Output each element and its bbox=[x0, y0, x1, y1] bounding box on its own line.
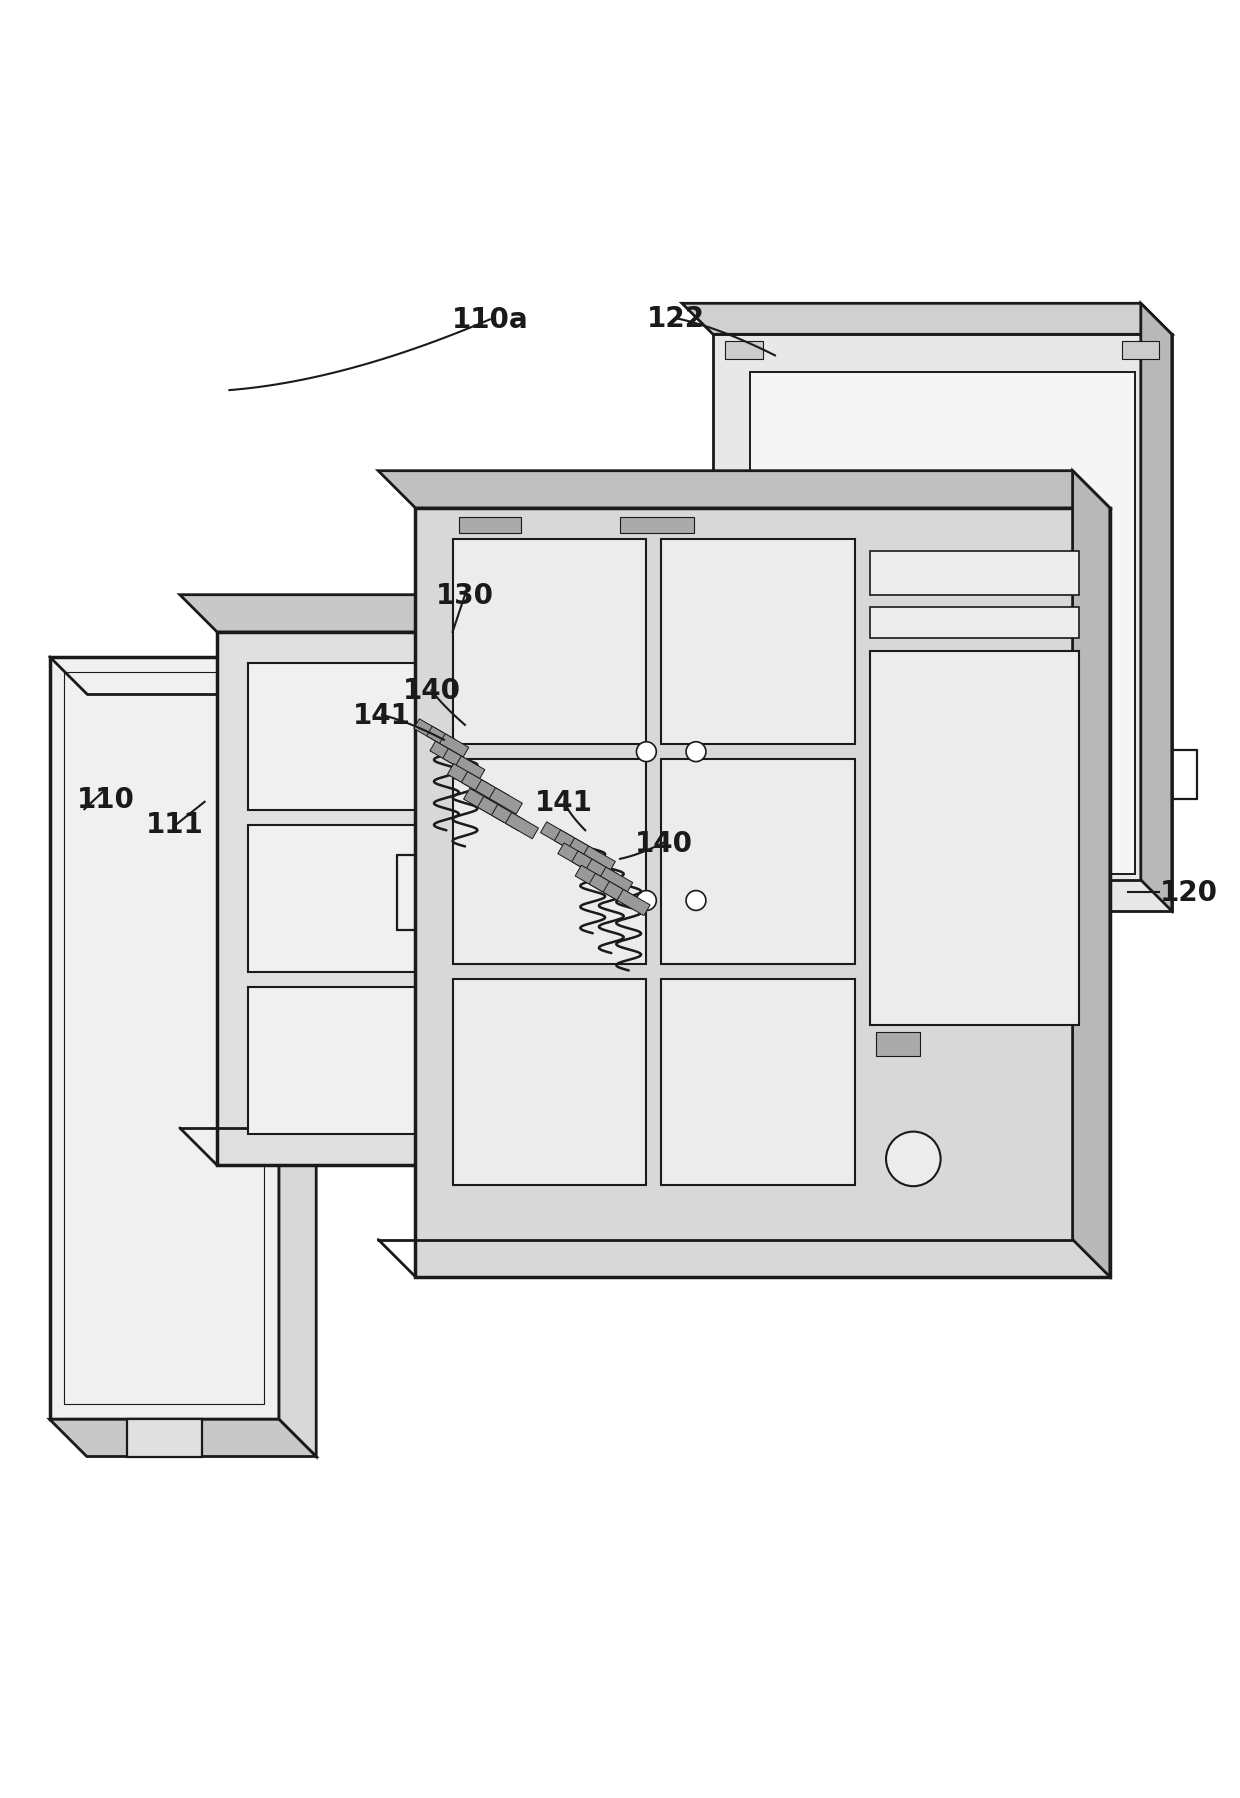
Polygon shape bbox=[661, 761, 856, 966]
Polygon shape bbox=[448, 764, 481, 791]
Polygon shape bbox=[725, 342, 763, 360]
Polygon shape bbox=[461, 771, 495, 798]
Polygon shape bbox=[459, 518, 521, 534]
Polygon shape bbox=[877, 1032, 920, 1057]
Polygon shape bbox=[870, 552, 1079, 595]
Text: 111: 111 bbox=[146, 811, 205, 838]
Polygon shape bbox=[1122, 342, 1159, 360]
Circle shape bbox=[636, 892, 656, 912]
Polygon shape bbox=[464, 789, 496, 814]
Polygon shape bbox=[713, 334, 1172, 912]
Polygon shape bbox=[460, 987, 657, 1135]
Polygon shape bbox=[453, 539, 646, 744]
Polygon shape bbox=[414, 719, 443, 743]
Polygon shape bbox=[661, 539, 856, 744]
Polygon shape bbox=[439, 734, 469, 757]
Polygon shape bbox=[443, 750, 472, 773]
Text: 141: 141 bbox=[536, 788, 593, 816]
Polygon shape bbox=[870, 651, 1079, 1027]
Polygon shape bbox=[618, 890, 650, 917]
Polygon shape bbox=[415, 509, 1110, 1277]
Polygon shape bbox=[50, 658, 279, 1419]
Polygon shape bbox=[477, 797, 511, 823]
Text: 122: 122 bbox=[647, 306, 704, 333]
Polygon shape bbox=[583, 847, 615, 872]
Text: 140: 140 bbox=[635, 829, 692, 858]
Polygon shape bbox=[600, 868, 632, 894]
Polygon shape bbox=[378, 471, 1110, 509]
Polygon shape bbox=[1073, 471, 1110, 1277]
Circle shape bbox=[686, 892, 706, 912]
Polygon shape bbox=[589, 874, 622, 901]
Polygon shape bbox=[475, 780, 508, 807]
Circle shape bbox=[686, 743, 706, 762]
Polygon shape bbox=[506, 813, 538, 840]
Polygon shape bbox=[620, 518, 694, 534]
Text: 141: 141 bbox=[353, 701, 410, 730]
Polygon shape bbox=[651, 595, 688, 1165]
Polygon shape bbox=[575, 867, 609, 892]
Polygon shape bbox=[455, 757, 485, 780]
Circle shape bbox=[636, 743, 656, 762]
Polygon shape bbox=[180, 595, 688, 633]
Text: 130: 130 bbox=[436, 581, 494, 610]
Polygon shape bbox=[568, 838, 601, 865]
Polygon shape bbox=[50, 1419, 316, 1456]
Polygon shape bbox=[430, 743, 459, 764]
Polygon shape bbox=[460, 663, 657, 811]
Polygon shape bbox=[541, 822, 573, 849]
Circle shape bbox=[887, 1133, 941, 1187]
Polygon shape bbox=[248, 987, 445, 1135]
Polygon shape bbox=[248, 825, 445, 973]
Polygon shape bbox=[870, 608, 1079, 638]
Polygon shape bbox=[427, 726, 456, 750]
Text: 110a: 110a bbox=[451, 306, 528, 334]
Text: 140: 140 bbox=[403, 676, 460, 705]
Polygon shape bbox=[217, 633, 688, 1165]
Polygon shape bbox=[558, 843, 591, 870]
Text: 120: 120 bbox=[1159, 879, 1218, 906]
Polygon shape bbox=[248, 663, 445, 811]
Polygon shape bbox=[585, 859, 619, 886]
Text: 110: 110 bbox=[77, 786, 135, 814]
Polygon shape bbox=[279, 658, 316, 1456]
Polygon shape bbox=[453, 761, 646, 966]
Polygon shape bbox=[1141, 304, 1172, 912]
Polygon shape bbox=[490, 788, 522, 814]
Polygon shape bbox=[682, 304, 1172, 334]
Polygon shape bbox=[572, 852, 605, 877]
Polygon shape bbox=[554, 831, 588, 856]
Polygon shape bbox=[603, 881, 636, 908]
Polygon shape bbox=[661, 980, 856, 1185]
Polygon shape bbox=[750, 372, 1135, 874]
Polygon shape bbox=[491, 806, 525, 831]
Polygon shape bbox=[128, 1419, 201, 1456]
Polygon shape bbox=[453, 980, 646, 1185]
Polygon shape bbox=[460, 825, 657, 973]
